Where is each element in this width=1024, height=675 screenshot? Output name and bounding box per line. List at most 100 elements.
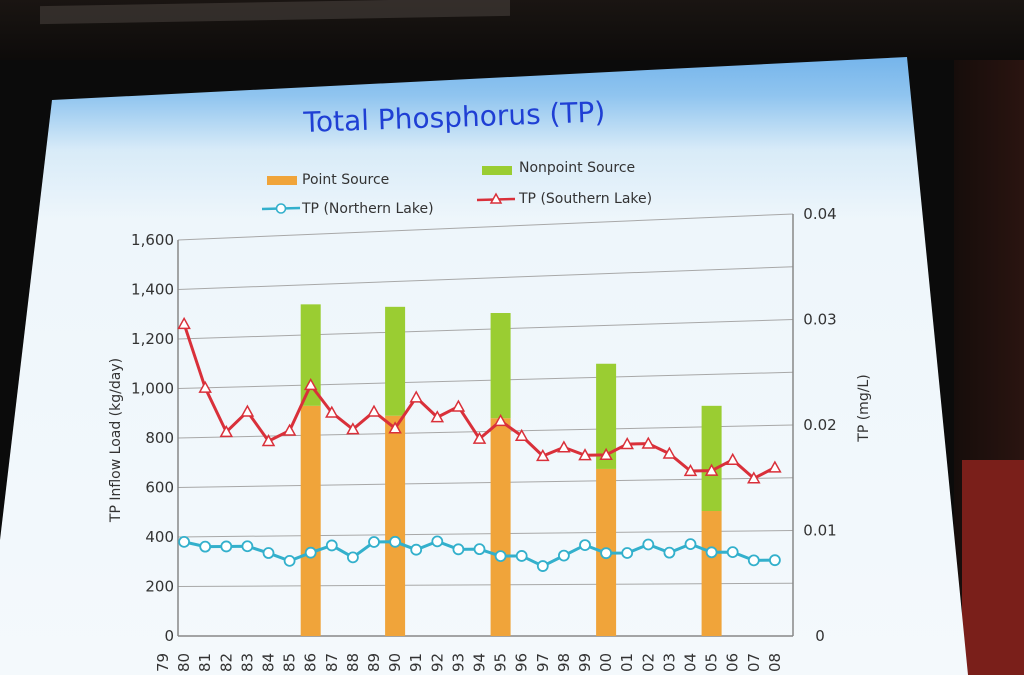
southern-lake-point xyxy=(620,437,634,450)
southern-lake-point xyxy=(747,471,761,484)
y-tick-label: 800 xyxy=(145,429,174,447)
northern-lake-point xyxy=(368,536,380,548)
y2-tick-label: 0.04 xyxy=(803,205,836,223)
southern-lake-point xyxy=(704,463,719,476)
point-source-bar xyxy=(300,405,321,636)
chart-axes xyxy=(177,214,794,637)
x-tick-label: 95 xyxy=(492,653,510,672)
x-tick-label: 93 xyxy=(449,653,467,672)
line-series-group xyxy=(177,316,782,572)
chart-gridlines xyxy=(177,213,794,587)
northern-lake-point xyxy=(769,554,781,567)
southern-lake-point xyxy=(303,377,318,391)
x-tick-label: 84 xyxy=(260,653,278,672)
legend-label-nonpoint-source: Nonpoint Source xyxy=(519,160,635,176)
gridline xyxy=(177,213,794,241)
y-tick-label: 1,200 xyxy=(131,330,174,348)
x-tick-label: 87 xyxy=(323,653,341,672)
x-tick-label: 86 xyxy=(302,653,320,672)
southern-lake-point xyxy=(409,390,423,403)
x-tick-label: 04 xyxy=(682,653,700,672)
southern-lake-point xyxy=(240,404,255,417)
southern-lake-point xyxy=(325,405,339,418)
legend-marker-northern xyxy=(275,203,287,214)
x-tick-label: 81 xyxy=(196,653,214,672)
northern-lake-point xyxy=(536,560,549,572)
legend-swatch-nonpoint-source xyxy=(482,166,512,175)
northern-lake-point xyxy=(220,540,233,553)
northern-lake-point xyxy=(262,547,275,559)
room-red-panel xyxy=(962,460,1024,675)
gridline xyxy=(177,319,794,340)
gridline xyxy=(177,530,794,538)
x-tick-label: 90 xyxy=(386,653,404,672)
x-tick-label: 06 xyxy=(724,653,742,672)
y-tick-label: 600 xyxy=(145,479,174,497)
southern-lake-point xyxy=(367,404,381,417)
southern-lake-point xyxy=(683,463,698,477)
chart-legend: Point Source Nonpoint Source TP (Northern … xyxy=(261,160,652,217)
southern-lake-point xyxy=(662,446,677,459)
gridline xyxy=(177,266,794,290)
x-tick-label: 91 xyxy=(407,653,425,672)
northern-lake-point xyxy=(283,554,296,567)
southern-lake-point xyxy=(599,447,613,460)
x-tick-label: 01 xyxy=(618,653,636,672)
nonpoint-source-bar xyxy=(385,306,406,416)
y2-tick-label: 0.01 xyxy=(803,522,836,540)
point-source-bar xyxy=(385,415,406,636)
northern-lake-point xyxy=(494,550,507,563)
northern-lake-point xyxy=(621,547,634,559)
nonpoint-source-bar xyxy=(490,313,511,419)
northern-lake-point xyxy=(178,535,191,548)
y-axis-title: TP Inflow Load (kg/day) xyxy=(108,358,124,523)
legend-swatch-point-source xyxy=(267,176,297,185)
bar-series-group xyxy=(300,304,722,636)
x-tick-label: 08 xyxy=(766,653,784,672)
southern-lake-point xyxy=(557,440,571,453)
nonpoint-source-bar xyxy=(596,363,617,469)
northern-lake-point xyxy=(600,547,612,560)
axis-labels: 02004006008001,0001,2001,4001,60000.010.… xyxy=(108,205,872,672)
x-tick-label: 07 xyxy=(745,653,763,672)
southern-lake-point xyxy=(430,410,445,423)
southern-lake-point xyxy=(346,422,360,435)
northern-lake-point xyxy=(431,535,444,548)
y-tick-label: 1,600 xyxy=(131,231,174,249)
northern-lake-point xyxy=(410,543,423,556)
x-tick-label: 88 xyxy=(344,653,362,672)
x-tick-label: 98 xyxy=(555,653,573,672)
legend-label-point-source: Point Source xyxy=(302,172,389,188)
northern-lake-point xyxy=(684,538,697,551)
point-source-bar xyxy=(701,511,722,636)
southern-lake-point xyxy=(451,399,466,412)
x-tick-label: 89 xyxy=(365,653,383,672)
northern-lake-point xyxy=(663,546,676,559)
southern-lake-point xyxy=(282,423,297,436)
x-tick-label: 79 xyxy=(154,653,172,672)
y-tick-label: 400 xyxy=(145,528,174,546)
x-tick-label: 82 xyxy=(217,653,235,672)
southern-lake-point xyxy=(472,431,487,444)
y2-tick-label: 0 xyxy=(815,627,825,645)
northern-lake-point xyxy=(389,535,402,548)
x-tick-label: 96 xyxy=(513,653,531,672)
y-tick-label: 1,400 xyxy=(131,281,174,299)
x-tick-label: 03 xyxy=(660,653,678,672)
nonpoint-source-bar xyxy=(300,304,321,406)
northern-lake-point xyxy=(558,549,570,562)
x-tick-label: 97 xyxy=(534,653,552,672)
northern-lake-point xyxy=(579,539,591,551)
gridline xyxy=(177,424,794,439)
x-tick-label: 02 xyxy=(639,653,657,672)
northern-lake-point xyxy=(726,546,739,559)
gridline xyxy=(177,477,794,488)
x-tick-label: 99 xyxy=(576,653,594,672)
legend-label-southern: TP (Southern Lake) xyxy=(518,191,652,207)
y-tick-label: 1,000 xyxy=(131,380,174,398)
northern-lake-point xyxy=(452,543,465,556)
northern-lake-point xyxy=(642,538,655,551)
legend-marker-southern xyxy=(489,192,503,204)
x-tick-label: 85 xyxy=(281,653,299,672)
